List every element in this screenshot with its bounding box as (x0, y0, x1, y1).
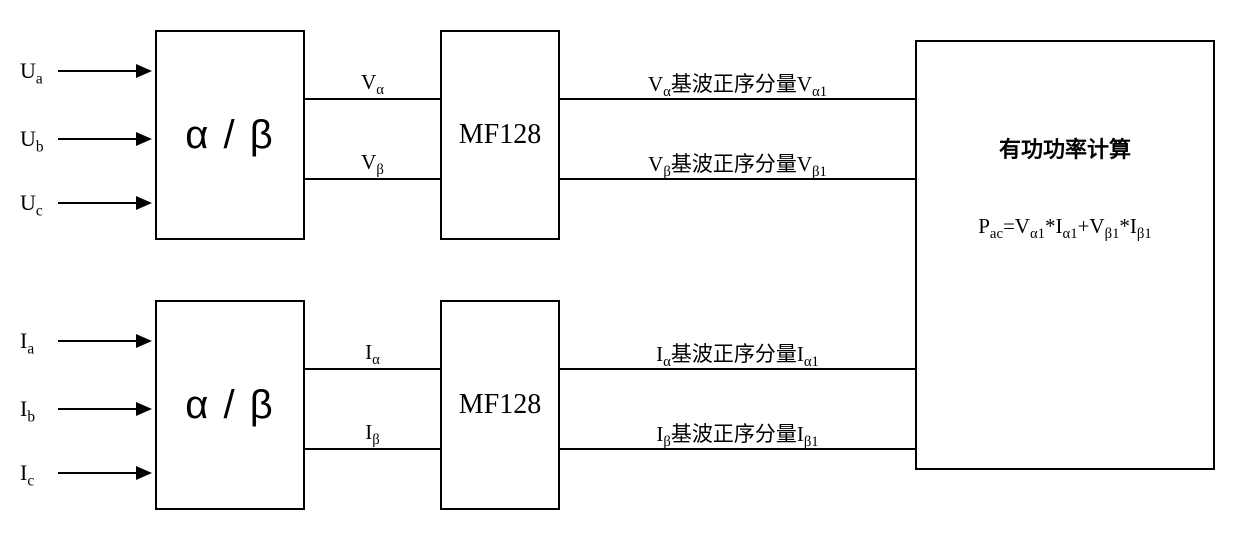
input-label-uc: Uc (20, 190, 43, 220)
input-arrow-ub (58, 132, 152, 146)
input-label-ua: Ua (20, 58, 43, 88)
mf128-label-top: MF128 (459, 119, 541, 151)
mf128-label-bottom: MF128 (459, 389, 541, 421)
out-line-ialpha1 (560, 368, 915, 370)
block-mf128-bottom: MF128 (440, 300, 560, 510)
block-alphabeta-bottom: α / β (155, 300, 305, 510)
mid-label-vbeta: Vβ (305, 150, 440, 179)
out-label-vbeta1: Vβ基波正序分量Vβ1 (560, 148, 915, 181)
input-label-ic: Ic (20, 460, 34, 490)
out-label-ibeta1: Iβ基波正序分量Iβ1 (560, 418, 915, 451)
calc-formula: Pac=Vα1*Iα1+Vβ1*Iβ1 (978, 214, 1152, 243)
out-label-ialpha1: Iα基波正序分量Iα1 (560, 338, 915, 371)
alphabeta-label-bottom: α / β (185, 383, 274, 428)
input-label-ia: Ia (20, 328, 34, 358)
block-mf128-top: MF128 (440, 30, 560, 240)
block-calc: 有功功率计算 Pac=Vα1*Iα1+Vβ1*Iβ1 (915, 40, 1215, 470)
mid-line-valpha (305, 98, 440, 100)
mid-label-valpha: Vα (305, 70, 440, 99)
block-alphabeta-top: α / β (155, 30, 305, 240)
input-arrow-ib (58, 402, 152, 416)
input-arrow-ic (58, 466, 152, 480)
input-arrow-ua (58, 64, 152, 78)
mid-label-ialpha: Iα (305, 340, 440, 369)
mid-line-ibeta (305, 448, 440, 450)
mid-line-vbeta (305, 178, 440, 180)
input-label-ub: Ub (20, 126, 44, 156)
out-line-valpha1 (560, 98, 915, 100)
out-label-valpha1: Vα基波正序分量Vα1 (560, 68, 915, 101)
input-arrow-uc (58, 196, 152, 210)
out-line-ibeta1 (560, 448, 915, 450)
input-label-ib: Ib (20, 396, 35, 426)
input-arrow-ia (58, 334, 152, 348)
mid-line-ialpha (305, 368, 440, 370)
out-line-vbeta1 (560, 178, 915, 180)
calc-title: 有功功率计算 (999, 132, 1131, 164)
mid-label-ibeta: Iβ (305, 420, 440, 449)
alphabeta-label-top: α / β (185, 113, 274, 158)
